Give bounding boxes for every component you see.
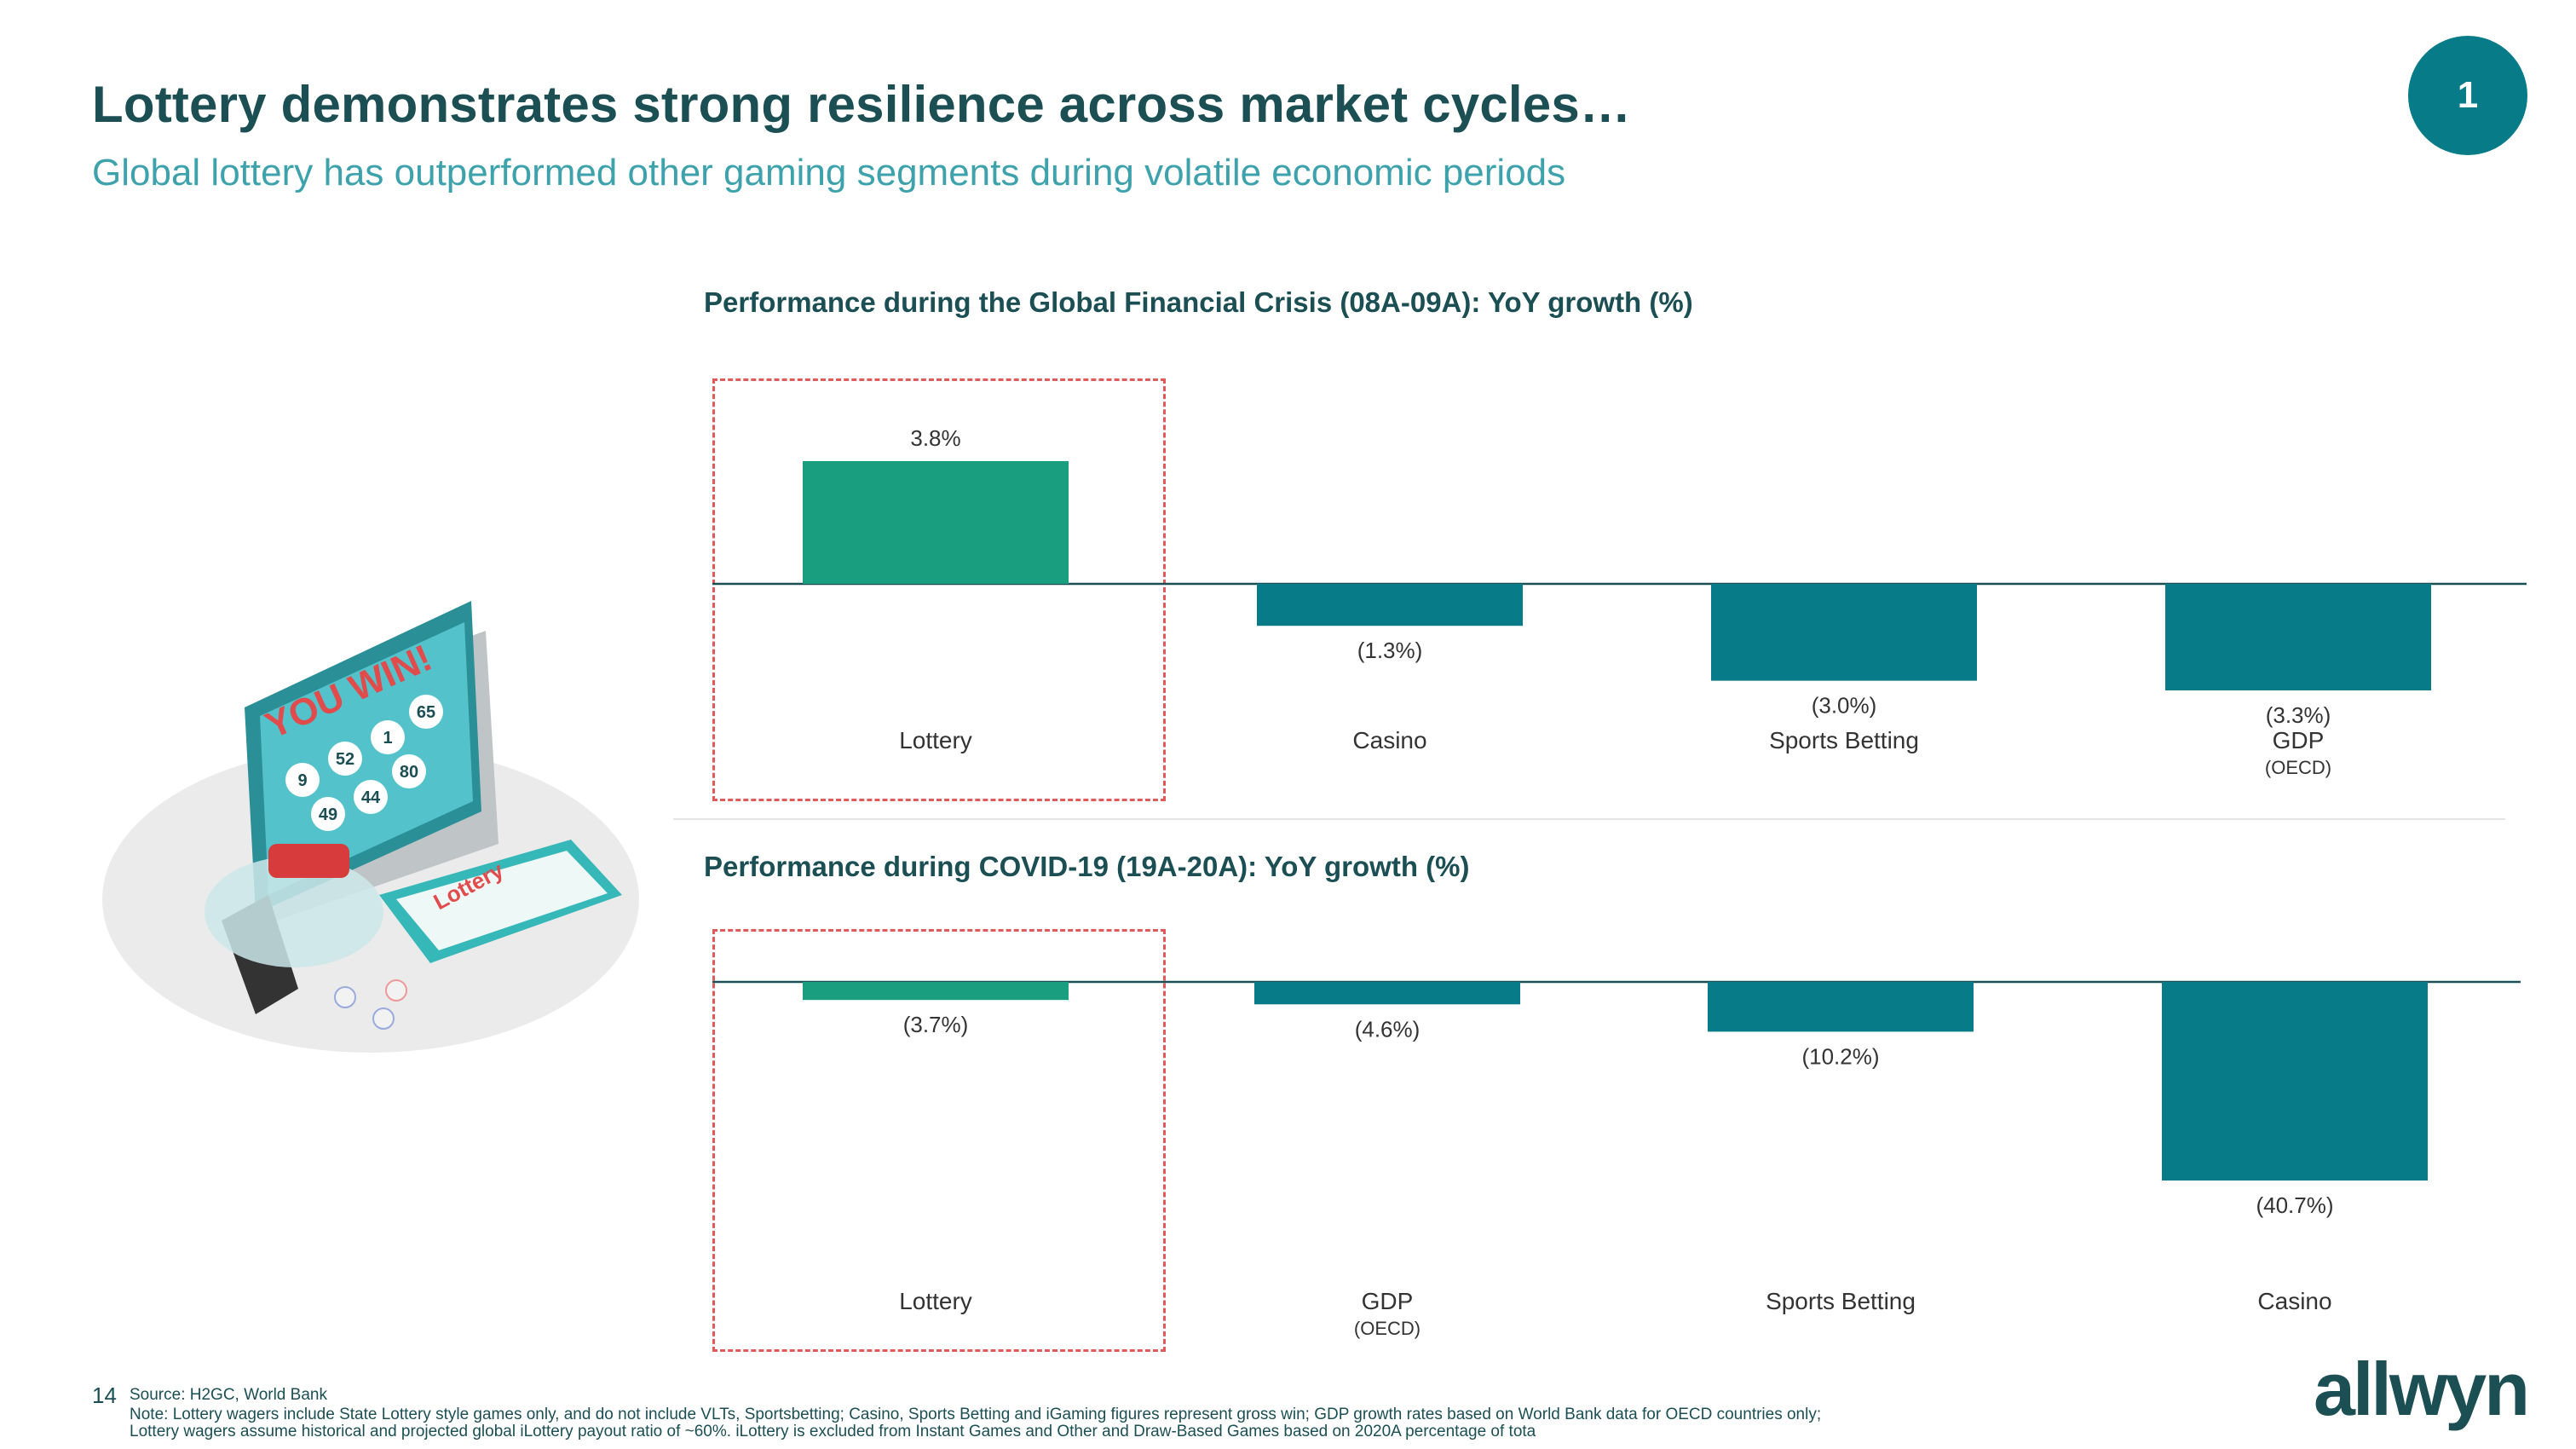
loose-ball: [334, 986, 356, 1008]
chart2-bar-gdp: [1254, 982, 1520, 1005]
chart1-category-label: GDP: [2273, 727, 2325, 753]
chart2-value-label: (10.2%): [1801, 1043, 1879, 1069]
screen-ball-number: 44: [361, 788, 381, 807]
ball-drum: [205, 857, 383, 967]
chart1-value-label: (3.0%): [1812, 693, 1877, 719]
chart2-bar-lottery: [803, 982, 1069, 1001]
chart1-category-label: Sports Betting: [1769, 727, 1919, 753]
chart2-value-label: (3.7%): [903, 1012, 969, 1037]
footer-source: Source: H2GC, World Bank: [130, 1386, 327, 1404]
chart2-category-label: Lottery: [899, 1288, 972, 1314]
chart1-category-sublabel: (OECD): [2265, 757, 2331, 778]
screen-ball: [392, 754, 426, 788]
chart1-value-label: (1.3%): [1357, 638, 1423, 663]
chart1-bar-sports-betting: [1711, 583, 1977, 681]
chart2-category-label: GDP: [1362, 1288, 1414, 1314]
section-badge: 1: [2408, 36, 2527, 155]
chart1-highlight-box: [712, 378, 1166, 801]
screen-ball: [371, 720, 405, 754]
loose-ball: [372, 1007, 395, 1030]
chart1-value-label: 3.8%: [910, 425, 960, 451]
allwyn-logo: allwyn: [2314, 1347, 2530, 1431]
screen-ball: [354, 780, 388, 814]
screen-rays: [260, 622, 473, 895]
lottery-machine-illustration: YOU WIN! 9 52 1 65 49 44 80 Lottery: [102, 601, 639, 1053]
chart1-category-label: Lottery: [899, 727, 972, 753]
ticket-card-inner: [396, 851, 608, 950]
screen-ball: [328, 742, 362, 776]
chart-divider: [673, 818, 2505, 820]
screen-ball-number: 80: [400, 763, 418, 782]
chart2-category-sublabel: (OECD): [1354, 1318, 1421, 1339]
chart2-highlight-box: [712, 929, 1166, 1352]
screen-ball: [311, 797, 345, 831]
screen-ball-number: 49: [319, 805, 337, 824]
footer-note: Note: Lottery wagers include State Lotte…: [130, 1406, 1822, 1440]
screen-ball-number: 1: [383, 729, 392, 748]
chart1-bar-lottery: [803, 461, 1069, 584]
page-title: Lottery demonstrates strong resilience a…: [92, 76, 1632, 133]
allwyn-logo-text: allwyn: [2314, 1347, 2527, 1431]
screen-ball-number: 52: [336, 750, 354, 769]
screen-ball: [409, 695, 443, 729]
loose-ball: [385, 979, 407, 1002]
screen-ball: [285, 763, 320, 797]
chart2-category-label: Sports Betting: [1766, 1288, 1916, 1314]
ball-drum-lid: [268, 844, 349, 878]
page-number: 14: [92, 1383, 117, 1408]
chart2-category-label: Casino: [2257, 1288, 2331, 1314]
chart2-bar-sports-betting: [1708, 982, 1974, 1032]
chart1-category-label: Casino: [1352, 727, 1426, 753]
chart2-title: Performance during COVID-19 (19A-20A): Y…: [704, 851, 1470, 882]
chart1-bar-casino: [1257, 583, 1523, 626]
page-subtitle: Global lottery has outperformed other ga…: [92, 152, 1566, 193]
chart1-value-label: (3.3%): [2266, 702, 2331, 728]
chart1-title: Performance during the Global Financial …: [704, 286, 1693, 318]
chart2-bar-casino: [2162, 982, 2428, 1181]
screen-balls: [285, 695, 443, 831]
chart2-value-label: (4.6%): [1355, 1016, 1421, 1042]
screen-ball-number: 9: [297, 771, 307, 790]
chart1-bar-gdp: [2165, 583, 2431, 690]
screen-ball-number: 65: [417, 703, 435, 722]
chart2-value-label: (40.7%): [2256, 1192, 2333, 1218]
